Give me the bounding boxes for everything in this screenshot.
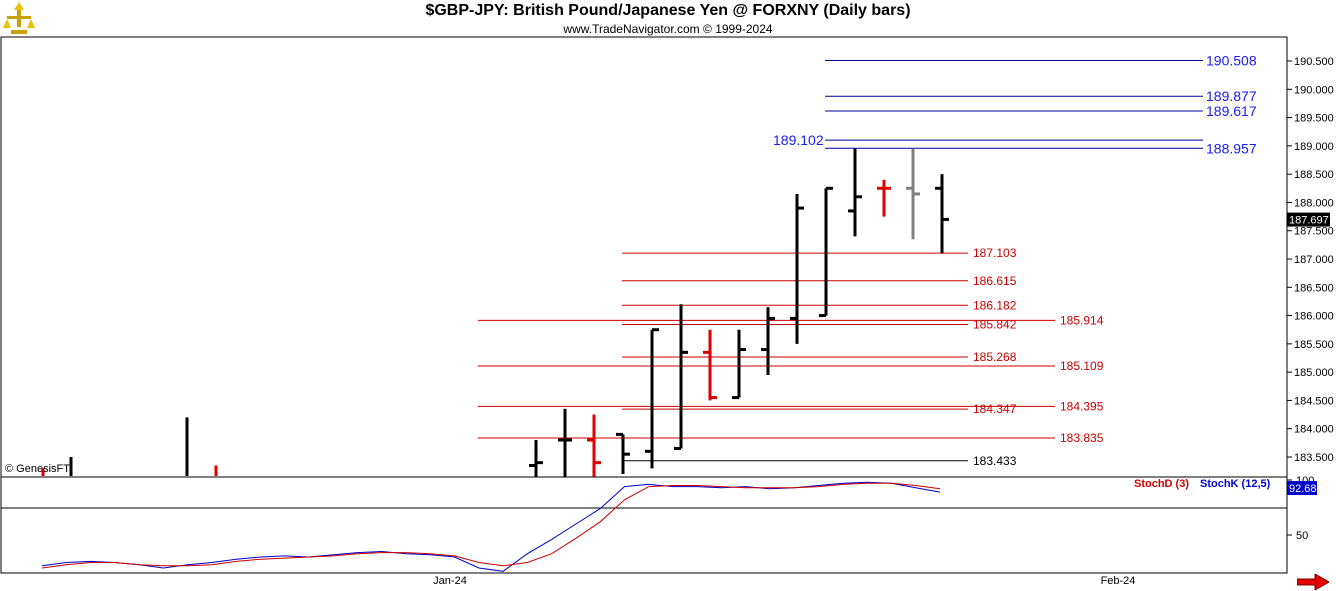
scroll-right-arrow-icon[interactable]	[1297, 574, 1329, 590]
stoch-tick-label: 50	[1296, 530, 1308, 542]
y-tick-label: 184.500	[1294, 395, 1334, 407]
resistance-label: 189.102	[773, 132, 824, 148]
support-label: 186.615	[973, 274, 1017, 288]
support-label: 185.268	[973, 350, 1017, 364]
legend-stochk: StochK (12,5)	[1200, 478, 1271, 490]
resistance-label: 189.617	[1206, 103, 1257, 119]
y-tick-label: 188.000	[1294, 197, 1334, 209]
copyright-label: © GenesisFT	[5, 463, 70, 475]
legend-stochd: StochD (3)	[1134, 478, 1189, 490]
y-tick-label: 189.000	[1294, 141, 1334, 153]
resistance-label: 190.508	[1206, 53, 1257, 69]
y-tick-label: 184.000	[1294, 424, 1334, 436]
x-tick-label: Jan-24	[433, 575, 467, 587]
y-tick-label: 185.500	[1294, 339, 1334, 351]
chart-subtitle: www.TradeNavigator.com © 1999-2024	[563, 22, 773, 36]
support-label: 185.842	[973, 318, 1017, 332]
support-label: 183.835	[1060, 431, 1104, 445]
resistance-label: 188.957	[1206, 140, 1257, 156]
y-tick-label: 187.500	[1294, 226, 1334, 238]
y-tick-label: 186.500	[1294, 282, 1334, 294]
y-tick-label: 190.500	[1294, 56, 1334, 68]
stoch-value-flag	[1287, 481, 1317, 496]
y-tick-label: 187.000	[1294, 254, 1334, 266]
y-tick-label: 185.000	[1294, 367, 1334, 379]
y-tick-label: 189.500	[1294, 113, 1334, 125]
support-label: 187.103	[973, 246, 1017, 260]
resistance-label: 189.877	[1206, 88, 1257, 104]
support-label: 184.347	[973, 402, 1017, 416]
y-tick-label: 186.000	[1294, 311, 1334, 323]
logo-icon	[3, 2, 35, 34]
last-price-flag	[1287, 212, 1330, 227]
last-price-label: 187.697	[1289, 215, 1329, 227]
support-label: 185.914	[1060, 313, 1104, 327]
stoch-series-line	[41, 481, 941, 572]
stoch-value-label: 92.68	[1289, 483, 1317, 495]
stoch-panel	[0, 476, 1288, 574]
support-label: 185.109	[1060, 359, 1104, 373]
support-label: 184.395	[1060, 399, 1104, 413]
stoch-series-line	[41, 482, 941, 569]
chart-title: $GBP-JPY: British Pound/Japanese Yen @ F…	[425, 2, 911, 19]
y-tick-label: 183.500	[1294, 452, 1334, 464]
support-label: 186.182	[973, 298, 1017, 312]
support-label: 183.433	[973, 454, 1017, 468]
y-tick-label: 188.500	[1294, 169, 1334, 181]
y-tick-label: 190.000	[1294, 84, 1334, 96]
x-tick-label: Feb-24	[1101, 575, 1136, 587]
